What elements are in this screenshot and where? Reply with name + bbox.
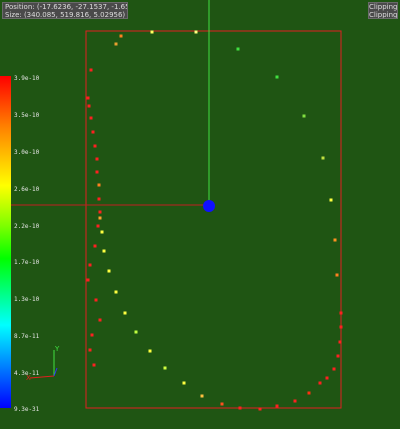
particle-point (340, 312, 343, 315)
particle-point (90, 69, 93, 72)
particle-point (149, 350, 152, 353)
particle-point (259, 408, 262, 411)
particle-point (164, 367, 167, 370)
particle-point (101, 231, 104, 234)
particle-point (276, 405, 279, 408)
particle-point (96, 171, 99, 174)
view-mode-panel: Clipping Clipping (368, 2, 398, 19)
particle-point (87, 279, 90, 282)
particle-point (237, 48, 240, 51)
color-scale-bar (0, 76, 11, 408)
particle-point (97, 225, 100, 228)
particle-point (96, 158, 99, 161)
particle-point (339, 341, 342, 344)
particle-point (92, 131, 95, 134)
particle-point (115, 43, 118, 46)
particle-point (89, 264, 92, 267)
color-scale-tick-label: 1.3e-10 (14, 296, 39, 303)
bounding-box-frame (86, 31, 341, 408)
particle-point (303, 115, 306, 118)
particle-point (337, 355, 340, 358)
particle-point (87, 97, 90, 100)
particle-point (124, 312, 127, 315)
particle-point (319, 382, 322, 385)
particle-point (120, 35, 123, 38)
particle-point (93, 364, 96, 367)
particle-point (195, 31, 198, 34)
probe-marker[interactable] (203, 200, 215, 212)
particle-point (326, 377, 329, 380)
particle-point (135, 331, 138, 334)
color-scale-tick-label: 4.3e-11 (14, 370, 39, 377)
particle-point (91, 334, 94, 337)
particle-layer (87, 31, 343, 411)
particle-point (151, 31, 154, 34)
particle-point (98, 184, 101, 187)
color-scale-tick-label: 8.7e-11 (14, 333, 39, 340)
axis-y-label: Y (54, 345, 60, 353)
particle-point (276, 76, 279, 79)
color-scale-tick-label: 3.9e-10 (14, 75, 39, 82)
particle-point (94, 245, 97, 248)
particle-point (336, 274, 339, 277)
particle-point (108, 270, 111, 273)
particle-point (115, 291, 118, 294)
particle-point (94, 145, 97, 148)
particle-point (99, 211, 102, 214)
particle-point (333, 368, 336, 371)
particle-point (239, 407, 242, 410)
particle-point (294, 400, 297, 403)
particle-point (103, 250, 106, 253)
particle-point (183, 382, 186, 385)
particle-point (221, 403, 224, 406)
color-scale-tick-label: 3.0e-10 (14, 149, 39, 156)
color-scale-tick-label: 9.3e-31 (14, 406, 39, 413)
particle-point (95, 299, 98, 302)
position-text: Position: (-17.6236, -27.1537, -1.65432) (5, 3, 125, 11)
particle-point (98, 198, 101, 201)
particle-point (330, 199, 333, 202)
color-scale-tick-label: 2.2e-10 (14, 223, 39, 230)
view-mode-line2: Clipping (369, 11, 397, 19)
particle-point (201, 395, 204, 398)
position-readout-panel: Position: (-17.6236, -27.1537, -1.65432)… (2, 2, 128, 19)
particle-point (89, 349, 92, 352)
particle-point (90, 117, 93, 120)
particle-point (322, 157, 325, 160)
particle-point (340, 326, 343, 329)
color-scale-tick-label: 1.7e-10 (14, 259, 39, 266)
color-scale-tick-label: 2.6e-10 (14, 186, 39, 193)
size-text: Size: (340.085, 519.816, 5.02956) (5, 11, 125, 19)
color-scale-tick-label: 3.5e-10 (14, 112, 39, 119)
particle-point (99, 217, 102, 220)
view-mode-line1: Clipping (369, 3, 397, 11)
particle-point (99, 319, 102, 322)
particle-point (88, 105, 91, 108)
particle-point (334, 239, 337, 242)
particle-point (308, 392, 311, 395)
